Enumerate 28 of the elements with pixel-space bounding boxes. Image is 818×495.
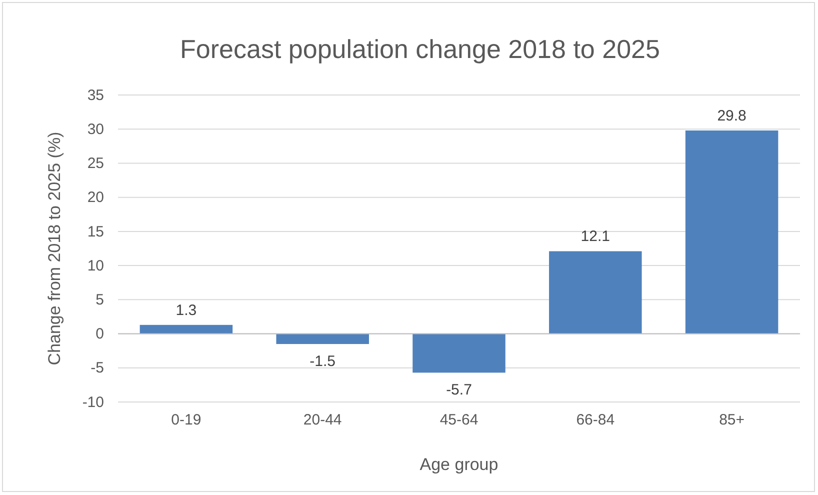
x-axis-title: Age group <box>420 455 498 474</box>
y-tick-label: -10 <box>82 394 104 411</box>
y-tick-label: 35 <box>87 86 104 104</box>
data-label: 29.8 <box>717 107 746 124</box>
y-tick-label: -5 <box>90 360 104 377</box>
data-label: -5.7 <box>446 382 472 399</box>
y-tick-label: 25 <box>87 155 104 172</box>
y-axis-title: Change from 2018 to 2025 (%) <box>45 132 64 366</box>
bar <box>276 334 369 344</box>
bar <box>412 334 506 373</box>
y-tick-label: 20 <box>87 189 104 206</box>
y-tick-label: 15 <box>87 223 104 240</box>
bar <box>549 251 642 334</box>
y-tick-label: 10 <box>87 257 104 274</box>
x-tick-label: 85+ <box>719 412 745 429</box>
chart-title: Forecast population change 2018 to 2025 <box>180 34 660 64</box>
data-label: 12.1 <box>580 228 610 246</box>
y-tick-label: 0 <box>96 326 104 343</box>
data-label: 1.3 <box>176 302 197 319</box>
data-label: -1.5 <box>310 353 336 370</box>
x-tick-label: 45-64 <box>440 412 478 429</box>
x-tick-label: 66-84 <box>576 412 615 429</box>
x-tick-label: 20-44 <box>303 412 342 429</box>
bar <box>685 130 778 334</box>
y-tick-label: 5 <box>96 291 104 308</box>
bar <box>140 324 233 334</box>
y-tick-label: 30 <box>87 120 104 138</box>
x-tick-label: 0-19 <box>171 412 202 429</box>
